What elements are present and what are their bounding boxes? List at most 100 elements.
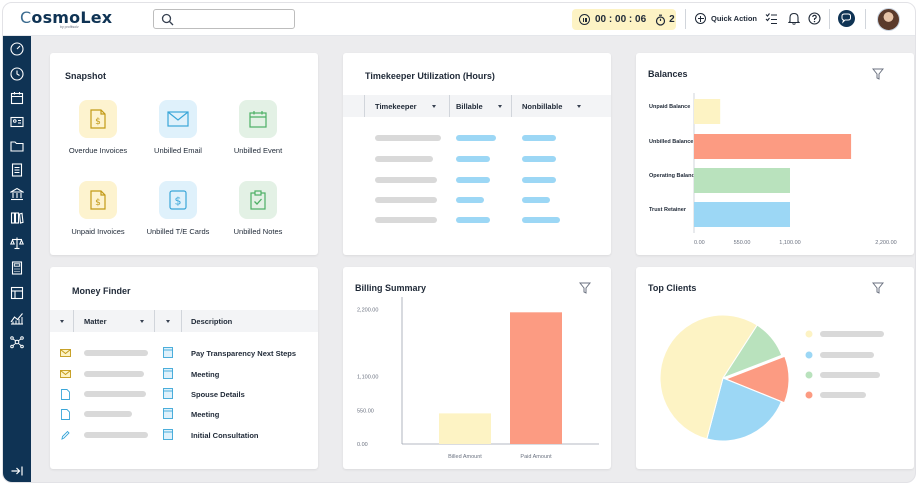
search-input[interactable] xyxy=(153,9,295,29)
placeholder-bar xyxy=(375,197,437,203)
timer-count: 2 xyxy=(669,14,675,25)
placeholder-bar xyxy=(522,197,550,203)
column-separator xyxy=(449,95,450,117)
clock-icon[interactable] xyxy=(10,67,24,81)
caret-down-icon[interactable] xyxy=(432,105,436,108)
pie-slice xyxy=(659,314,758,440)
x-tick-label: Billed Amount xyxy=(448,454,482,460)
help-icon[interactable] xyxy=(808,12,821,25)
column-separator xyxy=(511,95,512,117)
column-billable[interactable]: Billable xyxy=(456,95,502,117)
top-clients-chart xyxy=(659,314,884,442)
bank-icon[interactable] xyxy=(10,187,24,201)
balance-bar xyxy=(694,202,790,227)
billing-bar xyxy=(510,312,562,444)
balance-bar xyxy=(694,134,852,159)
filter-icon[interactable] xyxy=(872,68,884,80)
snapshot-tile-overdue-invoices[interactable]: $ Overdue Invoices xyxy=(58,100,138,155)
chat-icon[interactable] xyxy=(838,10,855,27)
email-icon xyxy=(60,349,71,357)
svg-text:$: $ xyxy=(95,117,101,127)
file-icon xyxy=(163,368,173,379)
pie-slice xyxy=(724,355,790,404)
legend-dot xyxy=(805,391,813,399)
svg-text:$: $ xyxy=(95,198,101,208)
snapshot-tile-unbilled-email[interactable]: Unbilled Email xyxy=(138,100,218,155)
folder-icon[interactable] xyxy=(10,139,24,153)
snapshot-tile-unpaid-invoices[interactable]: $ Unpaid Invoices xyxy=(58,181,138,236)
row-description: Meeting xyxy=(191,370,220,379)
pause-icon[interactable] xyxy=(579,14,590,25)
billing-summary-card: Billing Summary 0.00 550.00 1,100.00 2,200.… xyxy=(343,267,611,469)
caret-down-icon[interactable] xyxy=(140,320,144,323)
legend-placeholder xyxy=(820,331,884,337)
timer-widget[interactable]: 00 : 00 : 06 2 xyxy=(572,9,676,30)
column-nonbillable[interactable]: Nonbillable xyxy=(522,95,581,117)
column-matter[interactable]: Matter xyxy=(84,310,144,332)
brand-logo[interactable]: CosmoLex by profitsolv xyxy=(20,8,113,29)
library-icon[interactable] xyxy=(10,211,24,225)
balances-chart: 0.00 550.00 1,100.00 2,200.00 xyxy=(693,93,897,246)
dashboard-icon[interactable] xyxy=(10,42,24,56)
placeholder-bar xyxy=(522,135,556,141)
calculator-icon[interactable] xyxy=(10,261,24,275)
bar-label: Unbilled Balance xyxy=(649,139,694,145)
email-icon xyxy=(159,100,197,138)
snapshot-tile-unbilled-notes[interactable]: Unbilled Notes xyxy=(218,181,298,236)
user-avatar[interactable] xyxy=(877,8,900,31)
filter-icon[interactable] xyxy=(579,282,591,294)
column-separator xyxy=(181,310,182,332)
x-tick-label: 2,200.00 xyxy=(875,240,896,246)
expand-icon[interactable] xyxy=(10,464,24,478)
x-tick-label: 0.00 xyxy=(694,240,705,246)
caret-down-icon[interactable] xyxy=(577,105,581,108)
clipboard-icon xyxy=(239,181,277,219)
quick-action-label: Quick Action xyxy=(711,14,757,23)
snapshot-card: Snapshot $ Overdue Invoices Unbilled Ema… xyxy=(50,53,318,255)
file-icon xyxy=(163,429,173,440)
column-separator xyxy=(154,310,155,332)
y-tick-label: 0.00 xyxy=(357,442,368,448)
svg-text:$: $ xyxy=(175,195,182,208)
legend-placeholder xyxy=(820,392,866,398)
network-icon[interactable] xyxy=(10,335,24,349)
file-icon xyxy=(163,347,173,358)
y-tick-label: 550.00 xyxy=(357,408,374,414)
placeholder-bar xyxy=(522,156,556,162)
filter-icon[interactable] xyxy=(872,282,884,294)
column-label: Timekeeper xyxy=(375,101,417,111)
placeholder-bar xyxy=(456,156,490,162)
document-icon[interactable] xyxy=(10,163,24,177)
layout-icon[interactable] xyxy=(10,286,24,300)
caret-down-icon[interactable] xyxy=(60,320,64,323)
placeholder-bar xyxy=(456,197,484,203)
stopwatch-icon[interactable] xyxy=(655,14,666,26)
contacts-icon[interactable] xyxy=(10,115,24,129)
billing-summary-chart: 0.00 550.00 1,100.00 2,200.00 Billed Amount P… xyxy=(357,297,599,460)
quick-action-button[interactable]: Quick Action xyxy=(695,13,757,24)
timekeeper-card: Timekeeper Utilization (Hours) Timekeepe… xyxy=(343,53,611,255)
snapshot-title: Snapshot xyxy=(65,71,107,81)
snapshot-label: Overdue Invoices xyxy=(68,146,128,155)
calendar-icon xyxy=(239,100,277,138)
column-timekeeper[interactable]: Timekeeper xyxy=(375,95,436,117)
placeholder-bar xyxy=(522,177,556,183)
placeholder-bar xyxy=(456,217,490,223)
divider xyxy=(685,9,686,29)
scale-icon[interactable] xyxy=(10,236,24,250)
column-description[interactable]: Description xyxy=(191,310,232,332)
row-description: Pay Transparency Next Steps xyxy=(191,349,297,358)
calendar-icon[interactable] xyxy=(10,91,24,105)
caret-down-icon[interactable] xyxy=(166,320,170,323)
pie-slice xyxy=(706,377,783,442)
column-label: Matter xyxy=(84,316,107,326)
analytics-icon[interactable] xyxy=(10,311,24,325)
legend-placeholder xyxy=(820,352,874,358)
y-tick-label: 1,100.00 xyxy=(357,375,378,381)
snapshot-tile-unbilled-te-cards[interactable]: $ Unbilled T/E Cards xyxy=(138,181,218,236)
bell-icon[interactable] xyxy=(788,12,800,25)
checklist-icon[interactable] xyxy=(765,12,778,25)
caret-down-icon[interactable] xyxy=(498,105,502,108)
snapshot-tile-unbilled-event[interactable]: Unbilled Event xyxy=(218,100,298,155)
